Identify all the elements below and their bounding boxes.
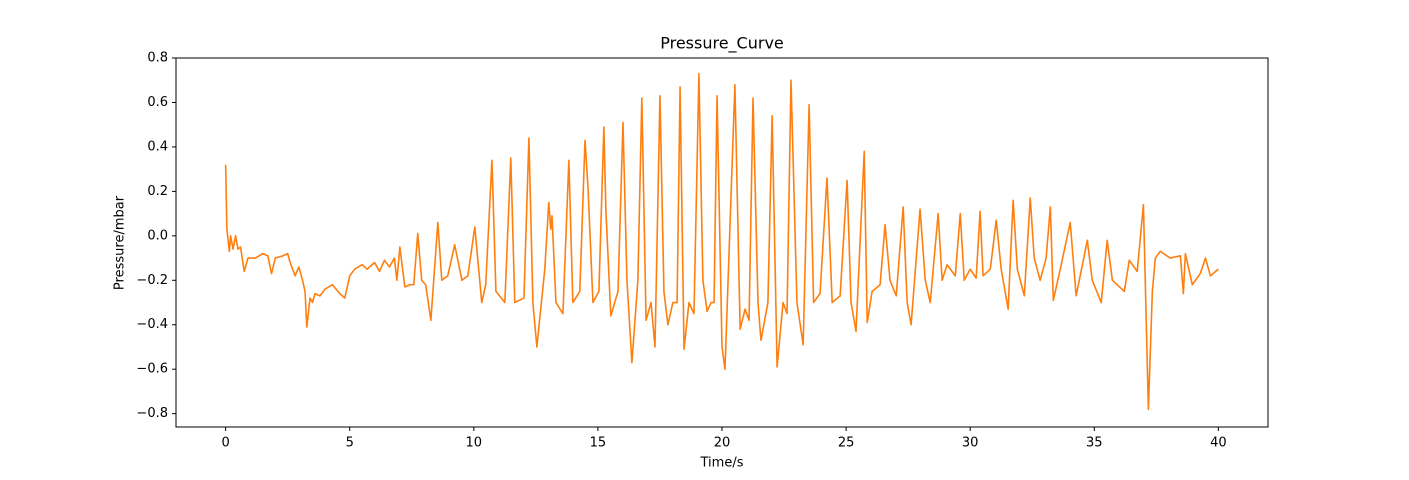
y-tick-label: −0.6: [136, 362, 168, 377]
y-tick-label: 0.2: [147, 184, 168, 199]
y-tick-label: −0.2: [136, 273, 168, 288]
y-axis-label: Pressure/mbar: [113, 195, 128, 290]
y-tick-label: −0.8: [136, 406, 168, 421]
x-tick-label: 10: [466, 436, 483, 451]
plot-frame: [175, 57, 1269, 428]
y-tick-label: −0.4: [136, 317, 168, 332]
y-tick-label: 0.0: [147, 228, 168, 243]
x-tick-label: 30: [962, 436, 979, 451]
y-tick-label: 0.6: [147, 95, 168, 110]
x-tick-label: 35: [1086, 436, 1103, 451]
y-tick-label: 0.8: [147, 51, 168, 66]
x-tick-label: 40: [1210, 436, 1227, 451]
chart-title: Pressure_Curve: [660, 34, 784, 54]
y-tick-label: 0.4: [147, 139, 168, 154]
data-line: [224, 72, 1219, 411]
x-tick-label: 20: [714, 436, 731, 451]
x-tick-label: 15: [590, 436, 607, 451]
x-axis-label: Time/s: [700, 456, 744, 471]
x-tick-label: 0: [221, 436, 229, 451]
x-tick-label: 5: [346, 436, 354, 451]
x-tick-label: 25: [838, 436, 855, 451]
